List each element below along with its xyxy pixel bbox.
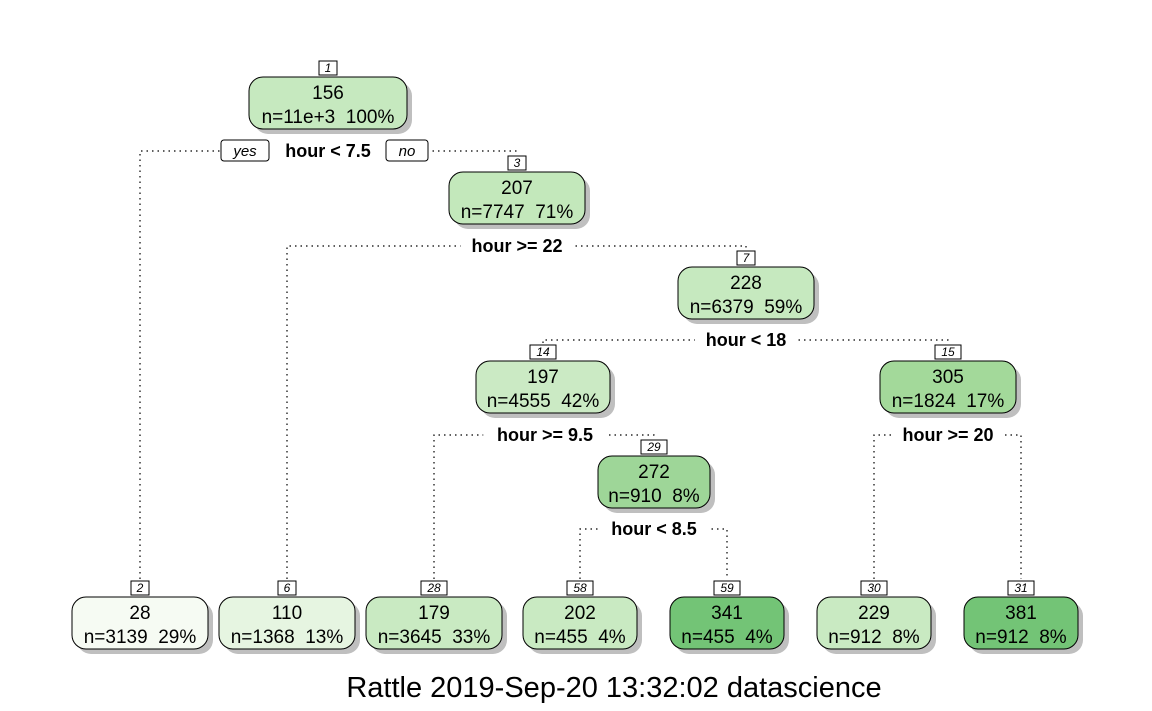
node-box <box>71 596 209 650</box>
node-count: n=1368 13% <box>231 627 344 648</box>
node-count: n=912 8% <box>828 627 919 648</box>
node-box <box>597 455 711 509</box>
footer-caption: Rattle 2019-Sep-20 13:32:02 datascience <box>346 672 881 704</box>
node-box <box>218 596 356 650</box>
node-id: 3 <box>514 156 521 170</box>
node-box <box>669 596 785 650</box>
tree-node: 59 341 n=455 4% <box>669 580 789 654</box>
node-value: 272 <box>638 462 670 483</box>
split-label-bg <box>891 425 1005 447</box>
tree-node: 28 179 n=3645 33% <box>365 580 507 654</box>
node-id-tag <box>860 580 888 596</box>
node-count: n=4555 42% <box>487 391 600 412</box>
node-id-tag <box>420 580 448 596</box>
node-value: 381 <box>1005 603 1037 624</box>
node-id: 2 <box>136 581 144 595</box>
node-id: 31 <box>1014 581 1027 595</box>
tree-node: 30 229 n=912 8% <box>816 580 936 654</box>
split-label-bg <box>597 519 711 541</box>
tree-node: 14 197 n=4555 42% <box>475 344 615 418</box>
no-tag <box>385 139 429 162</box>
split-label: hour >= 9.5 <box>497 425 593 445</box>
node-id: 15 <box>941 345 955 359</box>
node-value: 28 <box>129 603 150 624</box>
tree-node: 3 207 n=7747 71% <box>448 155 590 229</box>
node-count: n=3139 29% <box>84 627 197 648</box>
tree-node: 2 28 n=3139 29% <box>71 580 213 654</box>
node-id: 59 <box>720 581 734 595</box>
node-box <box>879 360 1017 414</box>
node-count: n=3645 33% <box>378 627 491 648</box>
node-box <box>677 266 815 320</box>
tree-node: 7 228 n=6379 59% <box>677 250 819 324</box>
node-id-tag <box>934 344 962 360</box>
node-id: 14 <box>536 345 550 359</box>
node-id: 30 <box>867 581 881 595</box>
split-label: hour < 8.5 <box>611 519 697 539</box>
yes-label: yes <box>232 143 257 160</box>
node-box <box>816 596 932 650</box>
node-count: n=6379 59% <box>690 297 803 318</box>
node-id-tag <box>736 250 756 266</box>
node-id-tag <box>529 344 557 360</box>
tree-node: 29 272 n=910 8% <box>597 439 715 513</box>
node-id-tag <box>318 60 338 76</box>
node-value: 207 <box>501 178 533 199</box>
node-count: n=1824 17% <box>892 391 1005 412</box>
node-id-tag <box>640 439 668 455</box>
node-count: n=7747 71% <box>461 202 574 223</box>
tree-node: 1 156 n=11e+3 100% <box>248 60 412 134</box>
node-id-tag <box>507 155 527 171</box>
node-count: n=11e+3 100% <box>262 107 395 128</box>
split-label: hour < 18 <box>706 330 787 350</box>
node-box <box>522 596 638 650</box>
yes-tag <box>220 139 270 162</box>
tree-node: 31 381 n=912 8% <box>963 580 1083 654</box>
node-value: 228 <box>730 273 762 294</box>
node-id: 6 <box>284 581 291 595</box>
node-id-tag <box>130 580 150 596</box>
split-label: hour >= 20 <box>902 425 993 445</box>
tree-edge <box>542 339 949 343</box>
node-id-tag <box>713 580 741 596</box>
node-value: 229 <box>858 603 890 624</box>
node-box <box>365 596 503 650</box>
node-count: n=910 8% <box>608 486 699 507</box>
split-label: hour >= 22 <box>471 236 562 256</box>
split-label-bg <box>694 330 798 352</box>
node-box <box>248 76 408 130</box>
node-value: 202 <box>564 603 596 624</box>
node-value: 156 <box>312 83 344 104</box>
node-id-tag <box>1007 580 1035 596</box>
tree-edge <box>873 434 1022 579</box>
tree-node: 58 202 n=455 4% <box>522 580 642 654</box>
node-value: 341 <box>711 603 743 624</box>
split-label-bg <box>483 425 607 447</box>
node-id-tag <box>277 580 297 596</box>
split-label-bg <box>460 236 574 258</box>
node-count: n=455 4% <box>681 627 772 648</box>
split-label-bg <box>271 141 385 163</box>
node-id: 1 <box>325 61 332 75</box>
node-id-tag <box>566 580 594 596</box>
node-box <box>963 596 1079 650</box>
node-id: 29 <box>646 440 661 454</box>
node-box <box>475 360 611 414</box>
node-count: n=912 8% <box>975 627 1066 648</box>
tree-node: 6 110 n=1368 13% <box>218 580 360 654</box>
node-id: 7 <box>743 251 751 265</box>
node-id: 58 <box>573 581 587 595</box>
node-count: n=455 4% <box>534 627 625 648</box>
node-value: 197 <box>527 367 559 388</box>
node-box <box>448 171 586 225</box>
tree-node: 15 305 n=1824 17% <box>879 344 1021 418</box>
node-value: 305 <box>932 367 964 388</box>
node-id: 28 <box>426 581 441 595</box>
split-label: hour < 7.5 <box>285 141 371 161</box>
no-label: no <box>399 143 416 160</box>
node-value: 179 <box>418 603 450 624</box>
node-value: 110 <box>272 603 302 624</box>
